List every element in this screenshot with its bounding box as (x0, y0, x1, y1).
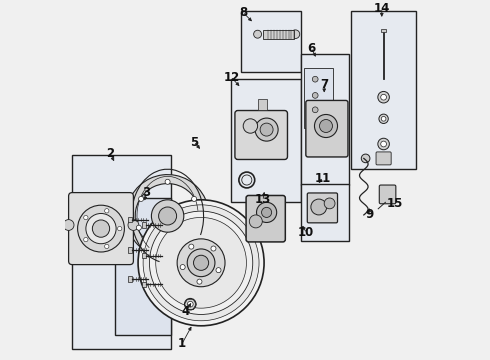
FancyBboxPatch shape (235, 111, 288, 159)
Circle shape (378, 138, 390, 150)
Circle shape (216, 267, 221, 273)
Circle shape (378, 91, 390, 103)
Circle shape (177, 239, 225, 287)
Circle shape (136, 225, 142, 230)
Text: 9: 9 (365, 208, 373, 221)
Circle shape (381, 94, 387, 100)
Circle shape (315, 114, 338, 138)
Circle shape (381, 141, 387, 147)
Bar (231, 79, 301, 202)
Circle shape (187, 301, 193, 307)
Bar (128, 276, 132, 282)
Text: 3: 3 (142, 186, 150, 199)
Circle shape (189, 244, 194, 249)
Circle shape (211, 246, 216, 251)
Circle shape (151, 200, 184, 232)
Bar (128, 217, 132, 222)
FancyBboxPatch shape (69, 193, 133, 265)
Circle shape (197, 279, 202, 284)
Bar (72, 155, 171, 349)
Circle shape (255, 118, 278, 141)
Circle shape (118, 226, 122, 231)
Circle shape (381, 117, 386, 121)
Circle shape (92, 220, 110, 237)
Text: 8: 8 (239, 6, 247, 19)
Text: 6: 6 (308, 42, 316, 55)
Text: 15: 15 (386, 197, 403, 210)
Text: 2: 2 (106, 147, 114, 159)
Wedge shape (126, 175, 209, 257)
Bar (301, 184, 349, 241)
Bar (263, 30, 294, 39)
Circle shape (128, 220, 139, 230)
Bar (301, 54, 349, 185)
FancyBboxPatch shape (307, 193, 338, 223)
FancyBboxPatch shape (306, 100, 348, 157)
Circle shape (324, 198, 335, 209)
Circle shape (165, 179, 170, 184)
Circle shape (257, 202, 277, 222)
FancyBboxPatch shape (379, 185, 396, 204)
Circle shape (319, 120, 333, 132)
Circle shape (149, 211, 253, 315)
Circle shape (156, 217, 246, 308)
Text: 7: 7 (320, 78, 328, 91)
Bar (143, 282, 146, 287)
Text: 5: 5 (191, 136, 199, 149)
Circle shape (249, 215, 262, 228)
Circle shape (86, 213, 116, 244)
Text: 10: 10 (298, 226, 314, 239)
Bar (242, 11, 301, 72)
Text: 1: 1 (178, 337, 186, 350)
Circle shape (379, 114, 388, 123)
Circle shape (194, 255, 209, 270)
Circle shape (312, 93, 318, 98)
Bar (381, 29, 387, 32)
Circle shape (180, 265, 185, 270)
Bar (143, 222, 146, 228)
Text: 11: 11 (314, 172, 331, 185)
Circle shape (361, 154, 370, 163)
Circle shape (77, 205, 124, 252)
Circle shape (63, 220, 74, 230)
Circle shape (311, 199, 327, 215)
Circle shape (243, 119, 258, 133)
Text: 14: 14 (373, 3, 390, 15)
Circle shape (185, 298, 196, 310)
Text: 4: 4 (181, 305, 190, 318)
Circle shape (139, 197, 144, 202)
Bar (128, 247, 132, 253)
Circle shape (84, 215, 88, 220)
Circle shape (187, 249, 215, 276)
Circle shape (192, 197, 196, 202)
Bar (116, 198, 171, 335)
FancyBboxPatch shape (246, 195, 285, 242)
Circle shape (312, 76, 318, 82)
FancyBboxPatch shape (376, 152, 391, 165)
Circle shape (159, 207, 176, 225)
Circle shape (291, 30, 300, 39)
Circle shape (254, 30, 262, 38)
Circle shape (138, 200, 264, 326)
Text: 12: 12 (223, 71, 240, 84)
Circle shape (143, 205, 259, 321)
Bar (304, 68, 333, 128)
Circle shape (84, 238, 88, 242)
Bar (351, 11, 416, 169)
Circle shape (105, 244, 109, 248)
Bar (258, 99, 267, 110)
Circle shape (260, 123, 273, 136)
Circle shape (262, 207, 271, 217)
Bar (143, 253, 146, 258)
Text: 13: 13 (255, 193, 271, 206)
Circle shape (105, 209, 109, 213)
Circle shape (312, 107, 318, 113)
